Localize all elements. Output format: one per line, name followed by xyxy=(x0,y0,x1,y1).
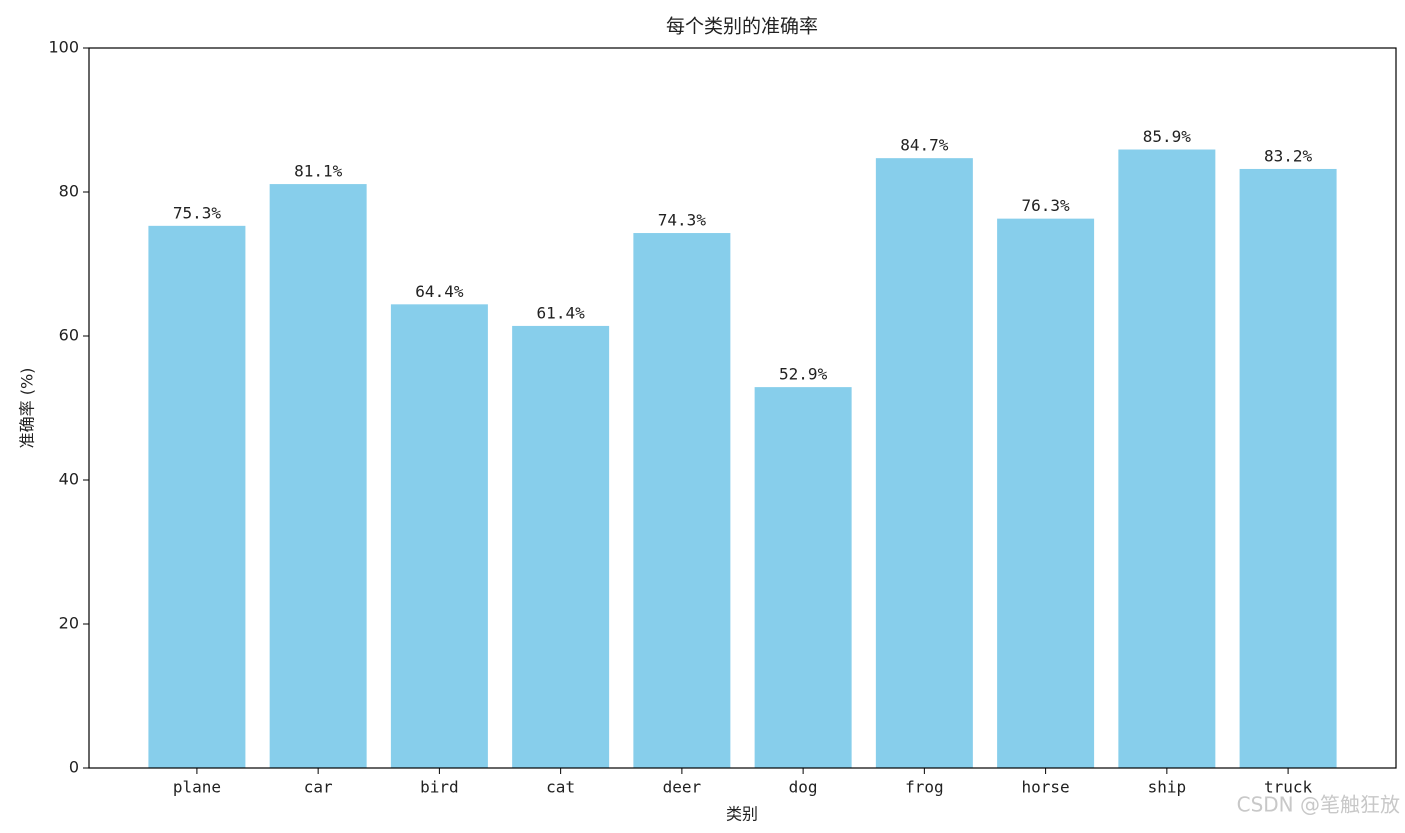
plot-frame xyxy=(88,47,1397,769)
x-tick-label: horse xyxy=(1022,778,1070,797)
y-tick-label: 80 xyxy=(59,182,79,201)
x-tick-label: plane xyxy=(173,778,221,797)
x-tick-label: bird xyxy=(420,778,459,797)
value-label: 84.7% xyxy=(900,136,949,155)
value-label: 83.2% xyxy=(1264,146,1313,165)
bar xyxy=(269,184,367,768)
value-label: 75.3% xyxy=(173,203,222,222)
value-label: 74.3% xyxy=(658,211,707,230)
value-label: 81.1% xyxy=(294,162,343,181)
x-tick-label: frog xyxy=(905,778,944,797)
y-tick-label: 0 xyxy=(69,758,79,777)
x-tick-label: car xyxy=(304,778,333,797)
value-label: 85.9% xyxy=(1143,127,1192,146)
value-label: 61.4% xyxy=(537,303,586,322)
y-tick-label: 60 xyxy=(59,326,79,345)
y-tick-label: 40 xyxy=(59,470,79,489)
bar xyxy=(1118,149,1216,768)
x-tick-label: truck xyxy=(1264,778,1313,797)
bar xyxy=(148,225,246,769)
bar xyxy=(875,158,973,768)
x-tick-label: deer xyxy=(663,778,702,797)
chart-title: 每个类别的准确率 xyxy=(666,16,818,38)
x-axis-label: 类别 xyxy=(726,805,758,824)
x-tick-label: ship xyxy=(1148,778,1187,797)
watermark: CSDN @笔触狂放 xyxy=(1237,793,1400,817)
bar xyxy=(512,325,610,768)
y-tick-label: 20 xyxy=(59,614,79,633)
x-tick-label: dog xyxy=(789,778,818,797)
bar xyxy=(997,218,1095,768)
value-label: 52.9% xyxy=(779,365,828,384)
y-tick-label: 100 xyxy=(48,38,79,57)
bar xyxy=(1239,168,1337,768)
x-tick-label: cat xyxy=(546,778,575,797)
value-label: 76.3% xyxy=(1022,196,1071,215)
bar xyxy=(754,387,852,768)
y-axis-label: 准确率 (%) xyxy=(18,368,37,449)
value-label: 64.4% xyxy=(415,282,464,301)
bar xyxy=(633,233,731,769)
bar xyxy=(390,304,488,768)
